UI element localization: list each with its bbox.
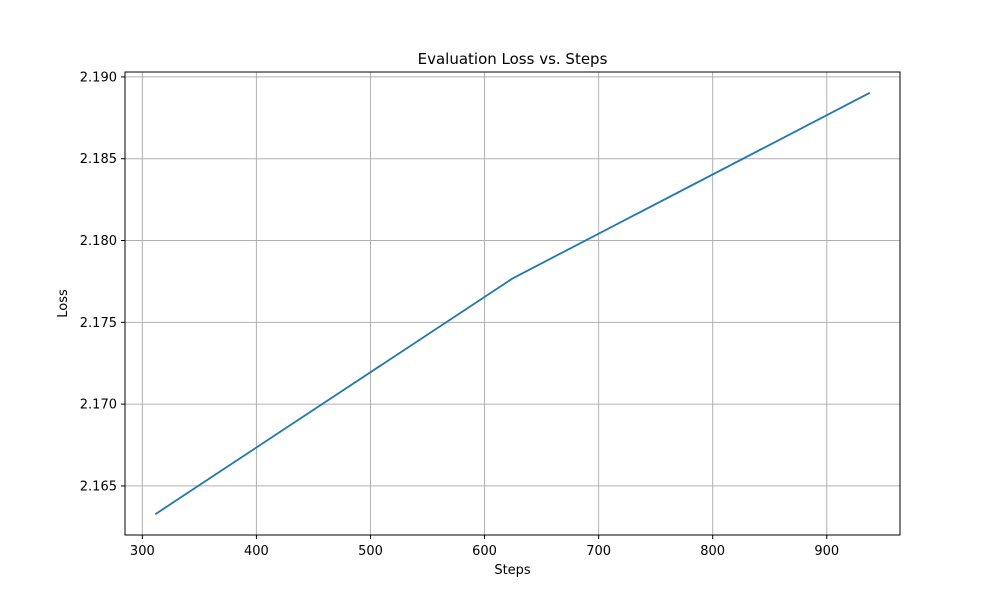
x-tick-label: 400 [244,544,269,559]
x-tick-label: 300 [130,544,155,559]
grid [125,72,900,535]
y-tick-label: 2.170 [80,398,117,413]
y-axis-label: Loss [56,289,71,318]
x-tick-label: 800 [700,544,725,559]
x-tick-label: 500 [358,544,383,559]
y-axis-ticks: 2.165 2.170 2.175 2.180 2.185 2.190 [80,70,125,494]
y-tick-label: 2.185 [80,152,117,167]
y-tick-label: 2.175 [80,316,117,331]
x-axis-ticks: 300 400 500 600 700 800 900 [130,535,839,559]
y-tick-label: 2.190 [80,70,117,85]
series-line [154,92,871,515]
y-tick-label: 2.180 [80,234,117,249]
y-tick-label: 2.165 [80,479,117,494]
chart-title: Evaluation Loss vs. Steps [418,50,608,68]
plot-frame [124,71,901,536]
x-tick-label: 700 [586,544,611,559]
x-axis-label: Steps [494,563,531,578]
x-tick-label: 600 [472,544,497,559]
x-tick-label: 900 [814,544,839,559]
series-layer [154,92,871,515]
